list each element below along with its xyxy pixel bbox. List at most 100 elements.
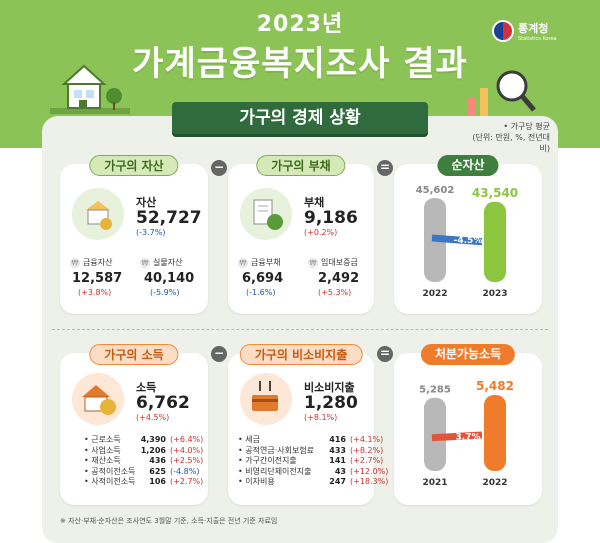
bar-2022 <box>484 395 506 471</box>
income-breakdown-list: • 근로소득 4,390 (+6.4%) • 사업소득 1,206 (+4.0%) • 재산… <box>84 435 203 488</box>
won-icon: ₩ <box>308 257 318 268</box>
rental-deposit-value: 2,492 <box>318 271 360 286</box>
bank-icon <box>72 188 124 240</box>
rental-deposit-change: (+5.3%) <box>318 288 352 297</box>
item-value: 1,206 <box>140 445 166 455</box>
list-item: • 사적이전소득 106 (+2.7%) <box>84 477 203 488</box>
tick-label-2022: 2022 <box>482 478 507 488</box>
data-label-2023: 43,540 <box>472 186 518 200</box>
disposable-income-card: 처분가능소득 <box>394 344 542 505</box>
house-illustration-icon <box>50 64 130 114</box>
income-label: 소득 <box>136 381 157 394</box>
list-item: • 이자비용 247 (+18.3%) <box>238 477 388 488</box>
unit-note: • 가구당 평균 (단위: 만원, %, 전년대비) <box>472 122 550 153</box>
item-value: 4,390 <box>140 435 166 444</box>
house-coin-icon <box>72 373 124 425</box>
year-title: 2023년 <box>256 12 344 37</box>
tick-label-2023: 2023 <box>482 289 507 299</box>
real-assets-value: 40,140 <box>144 271 195 286</box>
equals-operator: = <box>377 346 393 362</box>
change-label: 3.7% <box>456 432 481 442</box>
section-divider <box>52 329 548 330</box>
item-name: • 이자비용 <box>238 477 275 486</box>
list-item: • 비영리단체이전지출 43 (+12.0%) <box>238 467 388 478</box>
debt-document-icon <box>240 188 292 240</box>
income-card: 가구의 소득 소득 6,762 (+4.5%) • 근로소득 4,390 (+6.4… <box>60 344 208 505</box>
bar-2023 <box>484 201 506 282</box>
real-assets-change: (-5.9%) <box>150 288 180 297</box>
item-name: • 세금 <box>238 435 260 444</box>
logo-korean: 통계청 <box>518 22 549 35</box>
item-name: • 공적연금·사회보험료 <box>238 445 315 455</box>
taegeuk-icon <box>492 20 514 42</box>
assets-pill: 가구의 자산 <box>89 155 179 176</box>
net-assets-pill: 순자산 <box>437 155 499 176</box>
item-change: (+4.1%) <box>350 435 384 444</box>
net-assets-chart: 45,602 2022 43,540 2023 -4.5% <box>416 185 518 299</box>
section-banner: 가구의 경제 상황 <box>162 102 438 134</box>
nonconsumption-pill: 가구의 비소비지출 <box>239 344 363 365</box>
footnote: ※ 자산·부채·순자산은 조사연도 3월말 기준, 소득·지출은 전년 기준 자… <box>60 517 278 525</box>
change-arrow <box>431 234 483 246</box>
nonconsumption-card: 가구의 비소비지출 비소비지출 1,280 (+8.1%) • 세금 416 (+4… <box>228 344 388 505</box>
debt-change: (+0.2%) <box>304 228 338 237</box>
nonconsumption-breakdown-list: • 세금 416 (+4.1%) • 공적연금·사회보험료 433 (+8.2%) • 가구… <box>238 435 388 488</box>
nonconsumption-change: (+8.1%) <box>304 413 338 422</box>
logo-english: Statistics Korea <box>518 36 557 42</box>
nonconsumption-label: 비소비지출 <box>304 381 355 394</box>
item-change: (+12.0%) <box>350 466 389 476</box>
statistics-korea-logo: 통계청 Statistics Korea <box>492 20 557 42</box>
item-value: 436 <box>149 456 166 465</box>
disposable-income-pill: 처분가능소득 <box>420 344 516 365</box>
list-item: • 가구간이전지출 141 (+2.7%) <box>238 456 388 467</box>
income-value: 6,762 <box>136 393 190 413</box>
assets-label: 자산 <box>136 196 157 209</box>
minus-operator: − <box>211 160 227 176</box>
item-change: (+2.7%) <box>170 477 204 486</box>
item-value: 625 <box>149 466 166 476</box>
rental-deposit-label: ₩ 임대보증금 <box>308 257 358 268</box>
item-change: (+4.0%) <box>170 445 204 455</box>
equals-operator: = <box>377 160 393 176</box>
financial-debt-change: (-1.6%) <box>246 288 276 297</box>
magnifier-growth-icon <box>468 70 536 122</box>
minus-operator: − <box>211 346 227 362</box>
assets-value: 52,727 <box>136 208 202 228</box>
card-spending-icon <box>240 373 292 425</box>
item-change: (+8.2%) <box>350 445 384 455</box>
item-value: 43 <box>334 466 346 476</box>
financial-assets-change: (+3.8%) <box>78 288 112 297</box>
data-label-2022: 45,602 <box>416 185 455 196</box>
list-item: • 재산소득 436 (+2.5%) <box>84 456 203 467</box>
won-icon: ₩ <box>238 257 248 268</box>
item-name: • 비영리단체이전지출 <box>238 466 312 476</box>
item-name: • 근로소득 <box>84 435 121 444</box>
debt-card: 가구의 부채 부채 9,186 (+0.2%) ₩ 금융부채 6,694 (-1.… <box>228 155 374 314</box>
won-icon: ₩ <box>70 257 80 268</box>
item-change: (-4.8%) <box>170 466 200 476</box>
real-assets-label: ₩ 실물자산 <box>140 257 183 268</box>
item-change: (+2.7%) <box>350 456 384 465</box>
won-icon: ₩ <box>140 257 150 268</box>
item-value: 416 <box>329 435 346 444</box>
item-name: • 가구간이전지출 <box>238 456 297 465</box>
item-name: • 사업소득 <box>84 445 121 455</box>
financial-debt-value: 6,694 <box>242 271 284 286</box>
financial-assets-value: 12,587 <box>72 271 123 286</box>
financial-assets-label: ₩ 금융자산 <box>70 257 113 268</box>
debt-label: 부채 <box>304 196 325 209</box>
item-name: • 사적이전소득 <box>84 477 136 486</box>
item-value: 433 <box>329 445 346 455</box>
main-title: 가계금융복지조사 결과 <box>132 44 468 84</box>
item-name: • 재산소득 <box>84 456 121 465</box>
debt-value: 9,186 <box>304 208 358 228</box>
list-item: • 공적이전소득 625 (-4.8%) <box>84 467 203 478</box>
item-value: 106 <box>149 477 166 486</box>
list-item: • 사업소득 1,206 (+4.0%) <box>84 446 203 457</box>
change-label: -4.5% <box>454 236 483 246</box>
debt-pill: 가구의 부채 <box>256 155 346 176</box>
financial-debt-label: ₩ 금융부채 <box>238 257 281 268</box>
data-label-2022: 5,482 <box>476 379 514 393</box>
data-label-2021: 5,285 <box>419 385 451 396</box>
change-arrow <box>431 431 483 442</box>
